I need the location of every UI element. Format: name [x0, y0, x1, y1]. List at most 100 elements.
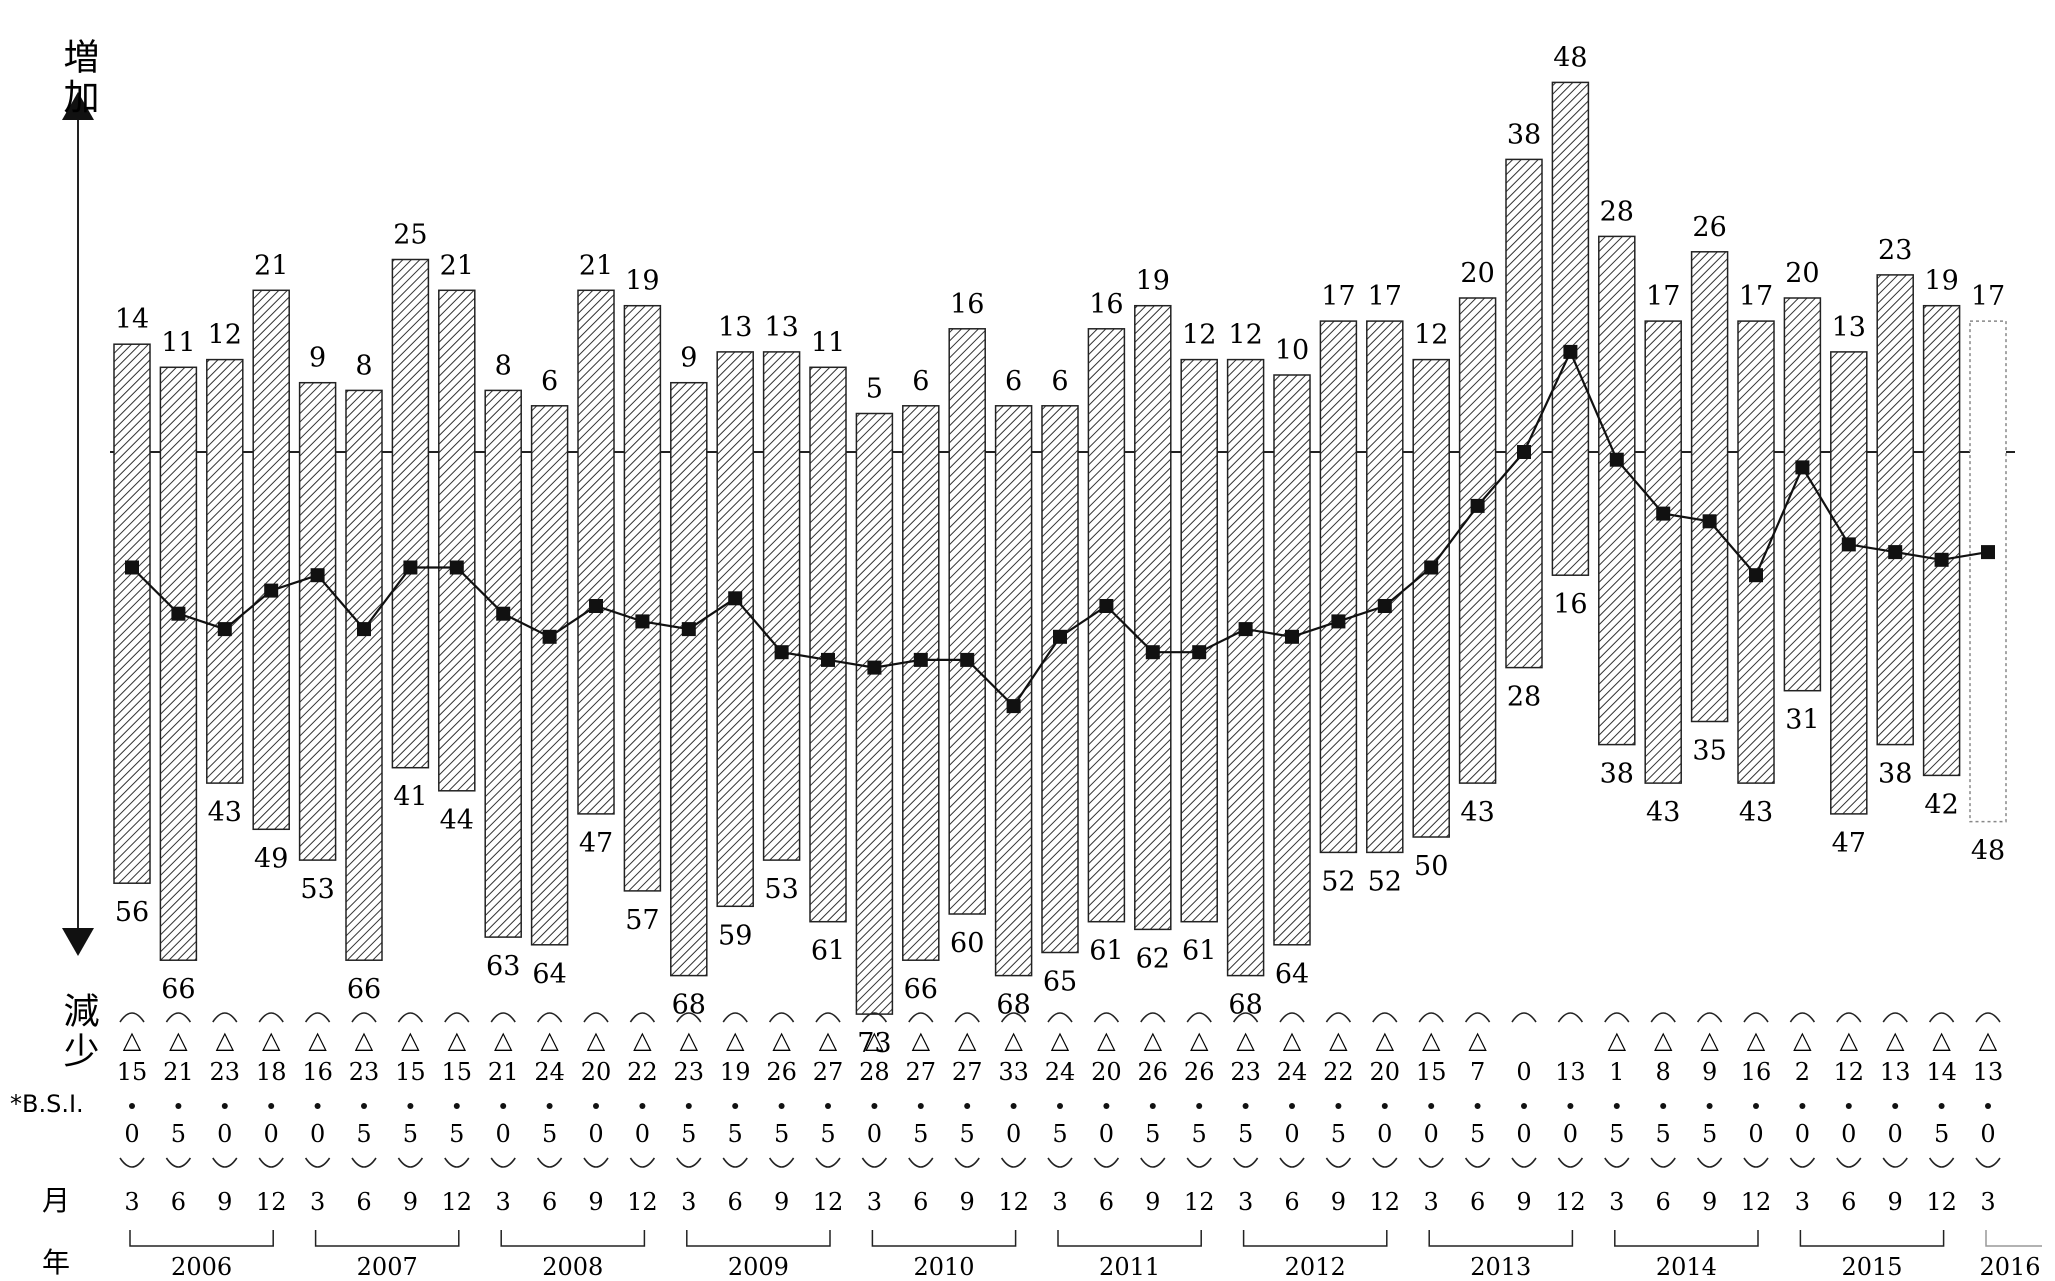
- open-paren-mark: [1372, 1012, 1398, 1023]
- year-bracket: [686, 1230, 831, 1247]
- close-paren-mark: [351, 1157, 377, 1168]
- month-label: 12: [256, 1188, 287, 1216]
- negative-triangle-mark: △: [1190, 1026, 1209, 1054]
- decrease-label: 35: [1692, 736, 1726, 767]
- negative-triangle-mark: △: [494, 1026, 513, 1054]
- bsi-integer: 24: [534, 1058, 565, 1086]
- negative-triangle-mark: △: [1097, 1026, 1116, 1054]
- month-label: 3: [681, 1188, 696, 1216]
- increase-label: 21: [254, 250, 288, 281]
- bar: [1041, 405, 1079, 954]
- increase-label: 11: [161, 327, 195, 358]
- bar: [716, 351, 754, 908]
- bsi-point: [264, 583, 279, 598]
- bsi-point: [1609, 452, 1624, 467]
- open-paren-mark: [1789, 1012, 1816, 1023]
- bsi-point: [960, 652, 975, 667]
- decrease-label: 44: [440, 805, 474, 836]
- negative-triangle-mark: △: [819, 1026, 838, 1054]
- bar: [1180, 358, 1218, 923]
- open-paren-mark: [768, 1012, 795, 1023]
- open-paren-mark: [629, 1012, 656, 1023]
- month-label: 3: [867, 1188, 882, 1216]
- close-paren-mark: [1140, 1157, 1166, 1168]
- bar: [1366, 320, 1404, 854]
- bsi-point: [1795, 460, 1810, 475]
- bar: [1412, 358, 1450, 838]
- increase-label: 16: [1089, 289, 1123, 320]
- month-label: 9: [403, 1188, 418, 1216]
- close-paren-mark: [165, 1157, 192, 1168]
- increase-label: 10: [1275, 335, 1309, 366]
- month-label: 3: [1424, 1188, 1439, 1216]
- bar: [902, 405, 940, 961]
- bar: [1087, 328, 1126, 923]
- bar: [1922, 304, 1961, 777]
- increase-label: 25: [393, 220, 427, 251]
- open-paren-mark: [954, 1012, 980, 1023]
- close-paren-mark: [1789, 1157, 1816, 1168]
- decimal-dot: [1010, 1103, 1017, 1109]
- bsi-decimal: 0: [1980, 1120, 1995, 1148]
- open-paren-mark: [119, 1012, 145, 1023]
- close-paren-mark: [1047, 1157, 1073, 1168]
- open-paren-mark: [490, 1012, 516, 1023]
- bsi-decimal: 0: [867, 1120, 882, 1148]
- year-bracket: [500, 1230, 646, 1247]
- month-label: 12: [1741, 1188, 1772, 1216]
- negative-triangle-mark: △: [1654, 1026, 1673, 1054]
- close-paren-mark: [676, 1157, 702, 1168]
- negative-triangle-mark: △: [1747, 1026, 1766, 1054]
- decimal-dot: [1335, 1103, 1342, 1109]
- increase-label: 12: [1182, 320, 1216, 351]
- bsi-decimal: 5: [774, 1120, 789, 1148]
- bsi-integer: 27: [952, 1058, 983, 1086]
- decimal-dot: [1938, 1103, 1945, 1109]
- month-label: 6: [1284, 1188, 1299, 1216]
- increase-label: 8: [495, 350, 512, 381]
- decrease-label: 73: [857, 1028, 891, 1059]
- decrease-label: 53: [300, 874, 334, 905]
- negative-triangle-mark: △: [1329, 1026, 1348, 1054]
- increase-label: 17: [1321, 281, 1355, 312]
- decrease-label: 38: [1600, 759, 1634, 790]
- bsi-integer: 7: [1470, 1058, 1485, 1086]
- bsi-integer: 20: [1091, 1058, 1122, 1086]
- open-paren-mark: [861, 1012, 888, 1023]
- decimal-dot: [732, 1103, 739, 1109]
- bar: [1830, 351, 1868, 815]
- close-paren-mark: [1372, 1157, 1398, 1168]
- bsi-decimal: 5: [913, 1120, 928, 1148]
- decrease-label: 68: [996, 990, 1030, 1021]
- negative-triangle-mark: △: [355, 1026, 374, 1054]
- increase-label: 17: [1739, 281, 1773, 312]
- month-label: 3: [124, 1188, 139, 1216]
- month-label: 9: [1516, 1188, 1531, 1216]
- open-paren-mark: [1696, 1012, 1723, 1023]
- increase-label: 6: [1005, 366, 1022, 397]
- increase-label: 6: [912, 366, 929, 397]
- increase-label: 11: [811, 327, 845, 358]
- open-paren-mark: [1279, 1012, 1305, 1023]
- open-paren-mark: [536, 1012, 563, 1023]
- bsi-integer: 1: [1609, 1058, 1624, 1086]
- bar: [623, 304, 662, 892]
- increase-label: 13: [764, 312, 798, 343]
- decimal-dot: [1892, 1103, 1899, 1109]
- decimal-dot: [917, 1103, 924, 1109]
- bsi-point: [449, 560, 464, 575]
- month-label: 9: [960, 1188, 975, 1216]
- bars-group: [113, 81, 2007, 1015]
- bsi-point: [1656, 506, 1671, 521]
- bsi-point: [1470, 498, 1485, 513]
- bsi-decimal: 0: [264, 1120, 279, 1148]
- open-paren-mark: [1511, 1012, 1537, 1023]
- decrease-label: 61: [811, 936, 845, 967]
- decimal-dot: [1057, 1103, 1063, 1109]
- bsi-decimal: 0: [635, 1120, 650, 1148]
- increase-label: 6: [1051, 366, 1068, 397]
- bar: [1969, 320, 2007, 823]
- open-paren-mark: [1186, 1012, 1212, 1023]
- month-label: 3: [1238, 1188, 1253, 1216]
- bsi-decimal: 5: [403, 1120, 418, 1148]
